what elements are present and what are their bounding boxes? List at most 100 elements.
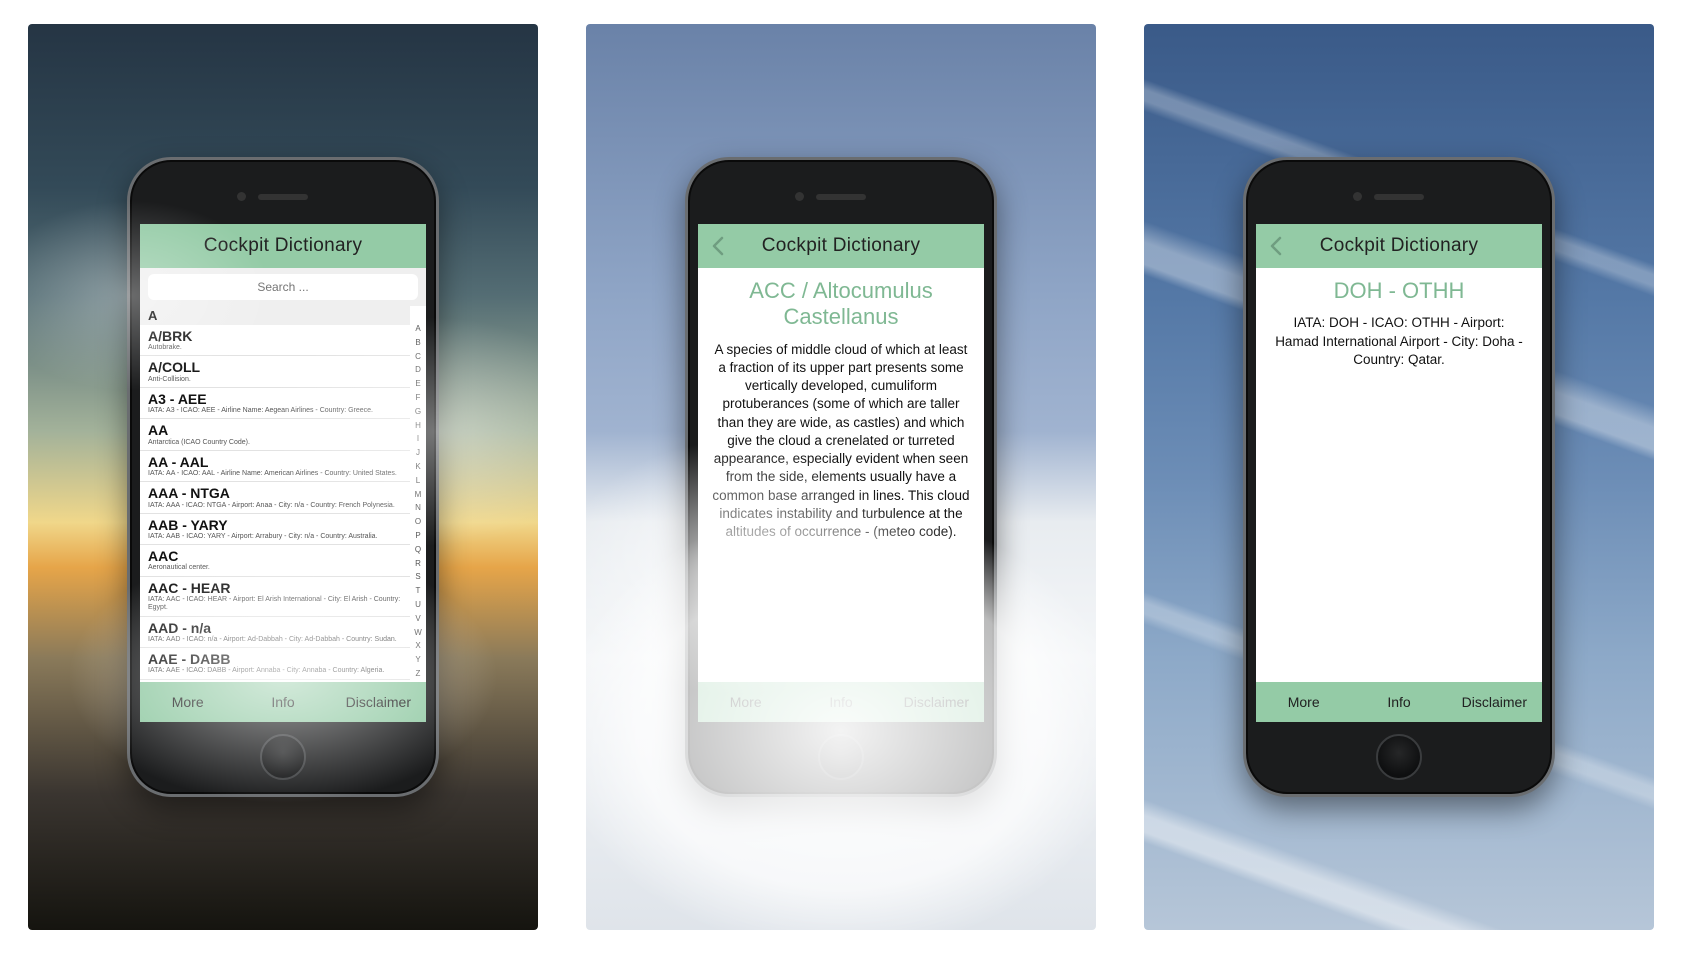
- index-letter[interactable]: F: [412, 393, 424, 402]
- list-item[interactable]: AAB - YARYIATA: AAB - ICAO: YARY - Airpo…: [140, 514, 410, 545]
- app-screen-detail-1: Cockpit Dictionary ACC / Altocumulus Cas…: [698, 224, 984, 722]
- index-letter[interactable]: Z: [412, 669, 424, 678]
- index-letter[interactable]: N: [412, 503, 424, 512]
- search-bar: [140, 268, 426, 306]
- phone-speaker: [258, 194, 308, 200]
- list-item[interactable]: A/COLLAnti-Collision.: [140, 356, 410, 387]
- search-input[interactable]: [148, 274, 418, 300]
- detail-title: DOH - OTHH: [1270, 278, 1528, 304]
- detail-title: ACC / Altocumulus Castellanus: [712, 278, 970, 331]
- footer-info[interactable]: Info: [793, 682, 888, 722]
- detail-body: A species of middle cloud of which at le…: [712, 341, 970, 541]
- footer-more[interactable]: More: [140, 682, 235, 722]
- entry-term: AA - AAL: [148, 454, 402, 470]
- footer-bar: More Info Disclaimer: [698, 682, 984, 722]
- list-item[interactable]: AAE - DABBIATA: AAE - ICAO: DABB - Airpo…: [140, 648, 410, 679]
- list-item[interactable]: AAAntarctica (ICAO Country Code).: [140, 419, 410, 450]
- home-button[interactable]: [260, 734, 306, 780]
- index-letter[interactable]: Y: [412, 655, 424, 664]
- phone-camera: [1353, 192, 1362, 201]
- footer-info[interactable]: Info: [235, 682, 330, 722]
- index-letter[interactable]: P: [412, 531, 424, 540]
- index-letter[interactable]: X: [412, 641, 424, 650]
- index-letter[interactable]: G: [412, 407, 424, 416]
- index-letter[interactable]: K: [412, 462, 424, 471]
- home-button[interactable]: [818, 734, 864, 780]
- entry-term: AAE - DABB: [148, 651, 402, 667]
- footer-disclaimer[interactable]: Disclaimer: [889, 682, 984, 722]
- index-letter[interactable]: C: [412, 352, 424, 361]
- index-letter[interactable]: I: [412, 434, 424, 443]
- entry-term: AAB - YARY: [148, 517, 402, 533]
- entry-term: AA: [148, 422, 402, 438]
- entry-subtitle: IATA: AA - ICAO: AAL - Airline Name: Ame…: [148, 470, 402, 478]
- index-letter[interactable]: M: [412, 490, 424, 499]
- footer-bar: More Info Disclaimer: [140, 682, 426, 722]
- footer-more[interactable]: More: [1256, 682, 1351, 722]
- app-title: Cockpit Dictionary: [762, 235, 921, 257]
- list-item[interactable]: A3 - AEEIATA: A3 - ICAO: AEE - Airline N…: [140, 388, 410, 419]
- index-letter[interactable]: D: [412, 365, 424, 374]
- list-item[interactable]: AACAeronautical center.: [140, 545, 410, 576]
- header-bar: Cockpit Dictionary: [1256, 224, 1542, 268]
- phone-frame: Cockpit Dictionary A A/BRKAutobrake.A/CO…: [127, 157, 439, 797]
- entry-term: AAC - HEAR: [148, 580, 402, 596]
- footer-disclaimer[interactable]: Disclaimer: [1447, 682, 1542, 722]
- list-item[interactable]: AA - AALIATA: AA - ICAO: AAL - Airline N…: [140, 451, 410, 482]
- detail-content: DOH - OTHH IATA: DOH - ICAO: OTHH - Airp…: [1256, 268, 1542, 682]
- entry-term: A/COLL: [148, 359, 402, 375]
- index-letter[interactable]: W: [412, 628, 424, 637]
- index-letter[interactable]: V: [412, 614, 424, 623]
- phone-frame: Cockpit Dictionary ACC / Altocumulus Cas…: [685, 157, 997, 797]
- index-letter[interactable]: U: [412, 600, 424, 609]
- index-letter[interactable]: B: [412, 338, 424, 347]
- detail-body: IATA: DOH - ICAO: OTHH - Airport: Hamad …: [1270, 314, 1528, 369]
- app-screen-list: Cockpit Dictionary A A/BRKAutobrake.A/CO…: [140, 224, 426, 722]
- entry-subtitle: IATA: A3 - ICAO: AEE - Airline Name: Aeg…: [148, 407, 402, 415]
- screenshot-panel-3: Cockpit Dictionary DOH - OTHH IATA: DOH …: [1144, 24, 1654, 930]
- index-letter[interactable]: S: [412, 572, 424, 581]
- index-letter[interactable]: A: [412, 324, 424, 333]
- footer-disclaimer[interactable]: Disclaimer: [331, 682, 426, 722]
- phone-speaker: [816, 194, 866, 200]
- footer-info[interactable]: Info: [1351, 682, 1446, 722]
- detail-content: ACC / Altocumulus Castellanus A species …: [698, 268, 984, 682]
- back-button[interactable]: [1264, 234, 1288, 258]
- header-bar: Cockpit Dictionary: [698, 224, 984, 268]
- screenshot-panel-1: Cockpit Dictionary A A/BRKAutobrake.A/CO…: [28, 24, 538, 930]
- index-letter[interactable]: T: [412, 586, 424, 595]
- entry-term: AAD - n/a: [148, 620, 402, 636]
- list-item[interactable]: AAC - HEARIATA: AAC - ICAO: HEAR - Airpo…: [140, 577, 410, 617]
- chevron-left-icon: [711, 236, 725, 256]
- footer-bar: More Info Disclaimer: [1256, 682, 1542, 722]
- index-letter[interactable]: E: [412, 379, 424, 388]
- entry-subtitle: IATA: AAE - ICAO: DABB - Airport: Annaba…: [148, 667, 402, 675]
- list-item[interactable]: AAA - NTGAIATA: AAA - ICAO: NTGA - Airpo…: [140, 482, 410, 513]
- index-letter[interactable]: L: [412, 476, 424, 485]
- list-item[interactable]: AAD - n/aIATA: AAD - ICAO: n/a - Airport…: [140, 617, 410, 648]
- index-letter[interactable]: Q: [412, 545, 424, 554]
- entry-subtitle: Autobrake.: [148, 344, 402, 352]
- list-item[interactable]: A/BRKAutobrake.: [140, 325, 410, 356]
- footer-more[interactable]: More: [698, 682, 793, 722]
- alpha-index[interactable]: ABCDEFGHIJKLMNOPQRSTUVWXYZ: [412, 324, 424, 678]
- entry-subtitle: IATA: AAD - ICAO: n/a - Airport: Ad-Dabb…: [148, 636, 402, 644]
- entry-subtitle: Antarctica (ICAO Country Code).: [148, 439, 402, 447]
- index-letter[interactable]: H: [412, 421, 424, 430]
- index-letter[interactable]: O: [412, 517, 424, 526]
- index-letter[interactable]: J: [412, 448, 424, 457]
- entry-subtitle: IATA: AAB - ICAO: YARY - Airport: Arrabu…: [148, 533, 402, 541]
- phone-speaker: [1374, 194, 1424, 200]
- entry-term: A/BRK: [148, 328, 402, 344]
- index-letter[interactable]: R: [412, 559, 424, 568]
- list-content: A A/BRKAutobrake.A/COLLAnti-Collision.A3…: [140, 268, 426, 682]
- phone-camera: [795, 192, 804, 201]
- back-button[interactable]: [706, 234, 730, 258]
- app-screen-detail-2: Cockpit Dictionary DOH - OTHH IATA: DOH …: [1256, 224, 1542, 722]
- entry-subtitle: IATA: AAA - ICAO: NTGA - Airport: Anaa -…: [148, 502, 402, 510]
- entry-term: AAC: [148, 548, 402, 564]
- section-header: A: [140, 306, 410, 325]
- home-button[interactable]: [1376, 734, 1422, 780]
- dictionary-list[interactable]: A A/BRKAutobrake.A/COLLAnti-Collision.A3…: [140, 306, 426, 682]
- header-bar: Cockpit Dictionary: [140, 224, 426, 268]
